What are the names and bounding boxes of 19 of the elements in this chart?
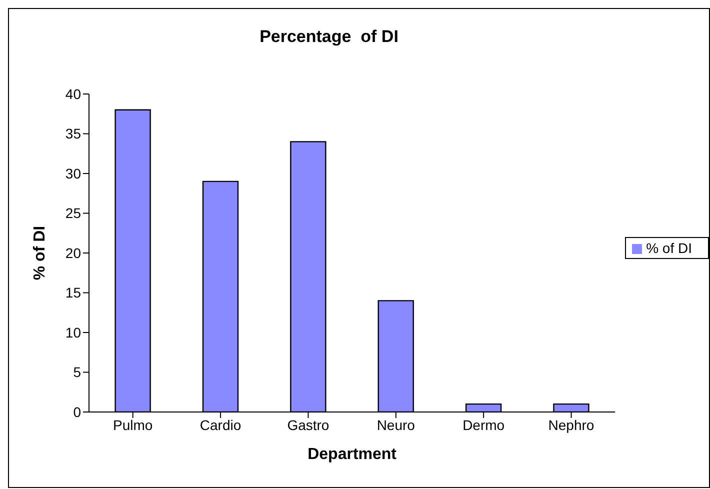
chart-title: Percentage of DI: [258, 27, 400, 47]
y-tick-label: 15: [65, 284, 82, 301]
y-tick-label: 35: [65, 126, 82, 142]
x-tick-label: Nephro: [548, 416, 594, 433]
y-axis-title: % of DI: [32, 226, 49, 280]
y-tick-label: 0: [73, 404, 82, 420]
x-tick-label: Neuro: [376, 416, 416, 433]
y-tick-label: 5: [73, 364, 82, 380]
y-tick-label: 40: [65, 86, 82, 102]
y-tick-label: 10: [65, 324, 82, 340]
y-tick-label: 20: [65, 244, 82, 261]
legend-label: % of DI: [646, 240, 692, 256]
x-tick-label: Dermo: [462, 416, 505, 433]
x-tick-label: Gastro: [287, 416, 330, 433]
x-tick-label: Cardio: [200, 416, 242, 433]
y-tick-label: 30: [65, 165, 82, 182]
x-tick-label: Pulmo: [112, 416, 153, 433]
y-tick-label: 25: [65, 205, 82, 222]
x-axis-title: Department: [308, 446, 398, 463]
